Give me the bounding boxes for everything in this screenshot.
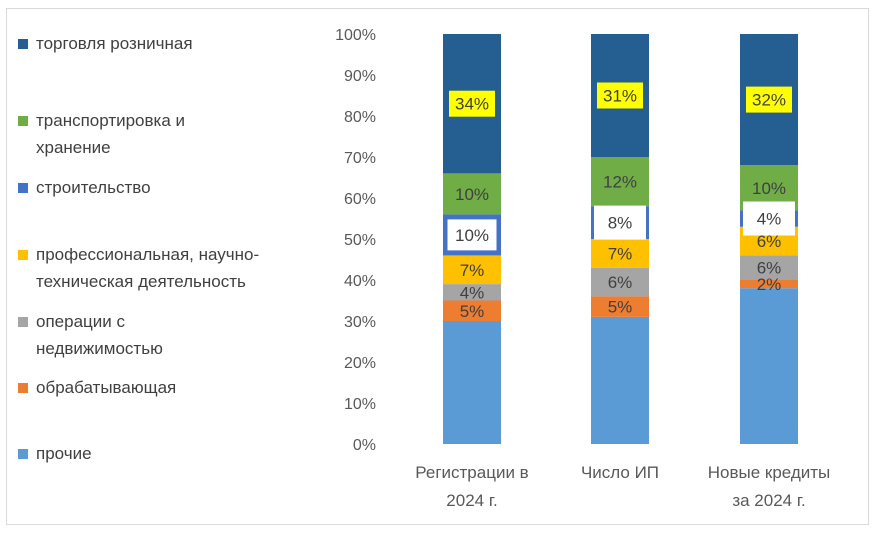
legend-swatch [18, 39, 28, 49]
data-label-box [449, 90, 495, 117]
bar-segment [740, 255, 798, 280]
bar-segment [591, 267, 649, 297]
y-tick-label: 80% [344, 109, 376, 126]
legend-label: обрабатывающая [36, 378, 177, 397]
data-label: 12% [603, 173, 637, 192]
chart-frame [6, 8, 869, 525]
y-tick-label: 30% [344, 314, 376, 331]
bar-segment [591, 296, 649, 317]
bar-segment [591, 316, 649, 444]
data-label: 6% [608, 273, 633, 292]
bar-segment [443, 300, 501, 321]
x-category-label: Число ИП [581, 463, 659, 482]
data-label: 34% [455, 95, 489, 114]
legend-label: транспортировка и хранение [36, 111, 186, 157]
data-label: 2% [757, 275, 782, 294]
data-label: 31% [603, 87, 637, 106]
x-category-label: за 2024 г. [732, 491, 805, 510]
data-label-box [594, 205, 646, 240]
y-tick-label: 20% [344, 355, 376, 372]
bar-segment [443, 284, 501, 301]
data-label: 10% [455, 226, 489, 245]
legend-swatch [18, 449, 28, 459]
data-label: 10% [455, 185, 489, 204]
bar-segment [740, 288, 798, 444]
legend-item: обрабатывающая [18, 374, 176, 401]
y-tick-label: 50% [344, 232, 376, 249]
bar-segment [740, 280, 798, 289]
y-tick-label: 60% [344, 191, 376, 208]
legend-item: прочие [18, 440, 92, 467]
data-label: 7% [608, 244, 633, 263]
bar-segment [443, 255, 501, 285]
legend-swatch [18, 183, 28, 193]
y-tick-label: 40% [344, 273, 376, 290]
data-label-box [444, 216, 500, 254]
legend-swatch [18, 116, 28, 126]
x-category-label: 2024 г. [446, 491, 497, 510]
data-label: 5% [608, 298, 633, 317]
legend-swatch [18, 317, 28, 327]
legend-swatch [18, 383, 28, 393]
legend-swatch [18, 250, 28, 260]
data-label: 32% [752, 91, 786, 110]
legend-item: торговля розничная [18, 30, 193, 57]
x-category-label: Новые кредиты [708, 463, 831, 482]
data-label: 4% [460, 283, 485, 302]
data-label-box [597, 82, 643, 109]
data-label: 8% [608, 214, 633, 233]
data-label: 5% [460, 302, 485, 321]
y-tick-label: 70% [344, 150, 376, 167]
legend-label: прочие [36, 444, 92, 463]
data-label: 6% [757, 259, 782, 278]
data-label: 10% [752, 179, 786, 198]
legend-item: операции с недвижимостью [18, 308, 163, 362]
data-label: 7% [460, 261, 485, 280]
data-label: 6% [757, 232, 782, 251]
legend-item: профессиональная, научно-техническая дея… [18, 241, 259, 295]
y-tick-label: 100% [335, 27, 376, 44]
data-label: 4% [757, 210, 782, 229]
legend-label: торговля розничная [36, 34, 193, 53]
legend-label: операции с недвижимостью [36, 312, 163, 358]
bar-segment [591, 239, 649, 268]
legend-item: строительство [18, 174, 151, 201]
y-tick-label: 90% [344, 68, 376, 85]
bar-segment [443, 321, 501, 444]
bar-segment [443, 173, 501, 215]
legend-item: транспортировка и хранение [18, 107, 185, 161]
data-label-box [746, 86, 792, 113]
y-tick-label: 10% [344, 396, 376, 413]
y-tick-label: 0% [353, 437, 376, 454]
data-label-box [743, 201, 795, 236]
legend-label: профессиональная, научно-техническая дея… [36, 245, 260, 291]
x-category-label: Регистрации в [415, 463, 528, 482]
bar-segment [591, 157, 649, 207]
legend-label: строительство [36, 178, 151, 197]
